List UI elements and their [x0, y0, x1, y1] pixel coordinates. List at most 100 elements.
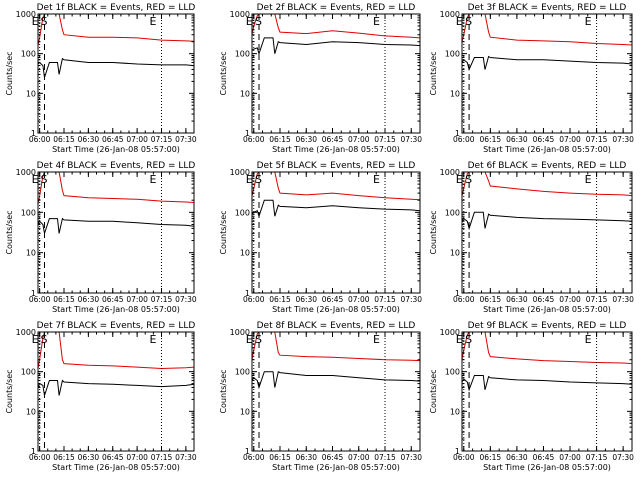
event-marker-label: E	[585, 173, 592, 186]
plot-frame	[251, 13, 421, 134]
lld-series-line	[37, 13, 195, 46]
y-tick-label: 10	[240, 407, 250, 416]
event-marker-label: E	[150, 333, 157, 346]
x-tick-label: 06:30	[295, 135, 317, 144]
event-marker-label: E	[32, 173, 39, 186]
panel-title: Det 2f BLACK = Events, RED = LLD	[257, 3, 416, 13]
y-axis-label: Counts/sec	[5, 369, 14, 413]
x-tick-label: 07:00	[559, 135, 581, 144]
y-tick-label: 10	[26, 407, 36, 416]
lld-series-line	[461, 13, 633, 46]
y-tick-label: 10	[26, 249, 36, 258]
event-marker-label: E	[150, 173, 157, 186]
y-tick-label: 1	[245, 129, 250, 138]
x-axis-label: Start Time (26-Jan-08 05:57:00)	[483, 463, 611, 472]
x-tick-label: 06:30	[295, 295, 317, 304]
x-tick-label: 06:00	[29, 453, 51, 462]
x-tick-label: 06:30	[78, 135, 100, 144]
x-tick-label: 06:15	[269, 295, 291, 304]
panel-title: Det 9f BLACK = Events, RED = LLD	[468, 321, 627, 331]
x-tick-label: 06:15	[269, 135, 291, 144]
plot-frame	[37, 171, 195, 294]
x-tick-label: 06:15	[53, 295, 75, 304]
panel-title: Det 5f BLACK = Events, RED = LLD	[257, 161, 416, 171]
y-tick-label: 1	[31, 447, 36, 456]
y-tick-label: 1000	[440, 328, 460, 337]
event-marker-label: E	[32, 333, 39, 346]
y-tick-label: 10	[26, 89, 36, 98]
x-tick-label: 07:30	[400, 135, 422, 144]
start-marker-label: S	[255, 173, 262, 186]
x-tick-label: 06:00	[453, 135, 475, 144]
y-tick-label: 100	[235, 50, 250, 59]
x-tick-label: 06:15	[53, 135, 75, 144]
x-tick-label: 07:00	[126, 453, 148, 462]
y-axis-label: Counts/sec	[429, 369, 438, 413]
x-tick-label: 06:45	[533, 453, 555, 462]
panel-title: Det 4f BLACK = Events, RED = LLD	[37, 161, 196, 171]
x-tick-label: 06:15	[480, 135, 502, 144]
start-marker-label: S	[41, 15, 48, 28]
y-axis-label: Counts/sec	[5, 210, 14, 254]
x-tick-label: 06:30	[78, 295, 100, 304]
x-tick-label: 06:45	[102, 453, 124, 462]
events-series-line	[461, 375, 633, 392]
plot-frame	[37, 13, 195, 134]
event-marker-label: E	[373, 173, 380, 186]
x-tick-label: 06:15	[53, 453, 75, 462]
x-tick-label: 06:45	[102, 295, 124, 304]
events-series-line	[251, 370, 421, 390]
y-tick-label: 1	[455, 447, 460, 456]
event-marker-label: E	[456, 333, 463, 346]
lld-series-line	[37, 331, 195, 370]
x-tick-label: 07:00	[559, 295, 581, 304]
y-tick-label: 1	[455, 289, 460, 298]
start-marker-label: S	[465, 173, 472, 186]
y-tick-label: 1	[455, 129, 460, 138]
x-tick-label: 07:15	[586, 453, 608, 462]
x-tick-label: 07:30	[612, 453, 634, 462]
x-tick-label: 06:45	[533, 295, 555, 304]
x-tick-label: 07:30	[175, 135, 197, 144]
x-tick-label: 06:00	[453, 295, 475, 304]
lld-series-line	[461, 171, 633, 197]
x-tick-label: 06:15	[269, 453, 291, 462]
x-tick-label: 07:15	[586, 295, 608, 304]
y-tick-label: 100	[445, 208, 460, 217]
y-tick-label: 100	[21, 368, 36, 377]
x-axis-label: Start Time (26-Jan-08 05:57:00)	[52, 145, 180, 154]
start-marker-label: S	[465, 15, 472, 28]
panel-title: Det 7f BLACK = Events, RED = LLD	[37, 321, 196, 331]
events-series-line	[251, 37, 421, 56]
panel-title: Det 1f BLACK = Events, RED = LLD	[37, 3, 196, 13]
x-axis-label: Start Time (26-Jan-08 05:57:00)	[52, 463, 180, 472]
event-marker-label: E	[246, 15, 253, 28]
event-marker-label: E	[246, 333, 253, 346]
x-tick-label: 07:15	[151, 135, 173, 144]
y-tick-label: 100	[21, 208, 36, 217]
y-tick-label: 100	[235, 368, 250, 377]
x-tick-label: 06:45	[102, 135, 124, 144]
plot-frame	[251, 331, 421, 452]
y-tick-label: 1000	[16, 328, 36, 337]
x-axis-label: Start Time (26-Jan-08 05:57:00)	[52, 305, 180, 314]
x-tick-label: 07:00	[348, 135, 370, 144]
plot-frame	[37, 331, 195, 452]
event-marker-label: E	[150, 15, 157, 28]
x-tick-label: 06:00	[453, 453, 475, 462]
x-tick-label: 06:30	[506, 135, 528, 144]
y-tick-label: 10	[240, 89, 250, 98]
events-series-line	[37, 379, 195, 396]
event-marker-label: E	[373, 15, 380, 28]
x-tick-label: 07:00	[126, 295, 148, 304]
x-tick-label: 06:15	[480, 453, 502, 462]
lld-series-line	[461, 331, 633, 365]
panel-title: Det 3f BLACK = Events, RED = LLD	[468, 3, 627, 13]
events-series-line	[37, 217, 195, 234]
y-axis-label: Counts/sec	[219, 210, 228, 254]
x-tick-label: 06:45	[322, 453, 344, 462]
